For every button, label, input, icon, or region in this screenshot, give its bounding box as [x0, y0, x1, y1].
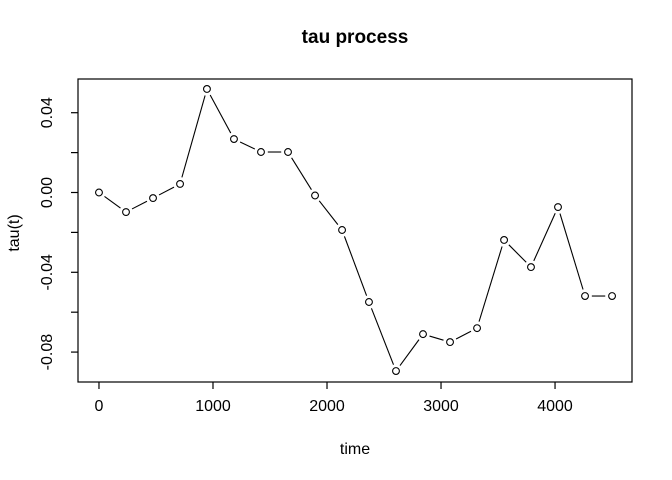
data-point-marker — [203, 85, 211, 93]
series-line-segment — [343, 236, 368, 296]
series-line-segment — [181, 95, 206, 178]
x-axis-tick-label: 3000 — [423, 398, 459, 415]
series-line-segment — [370, 308, 395, 365]
series-line-segment — [318, 200, 339, 225]
y-axis-tick-label: -0.08 — [39, 334, 56, 371]
series-line-segment — [533, 213, 556, 262]
data-point-marker — [581, 292, 589, 300]
x-axis-label: time — [339, 441, 371, 458]
y-axis-tick-label: 0.04 — [39, 97, 56, 128]
data-point-marker — [446, 338, 454, 347]
series-line-segment — [104, 196, 121, 209]
data-point-marker — [365, 298, 373, 306]
series-line-segment — [399, 339, 420, 366]
series-line-segment — [209, 94, 232, 134]
data-point-marker — [176, 179, 184, 188]
x-axis-tick-label: 2000 — [309, 398, 345, 415]
data-point-marker — [527, 263, 535, 272]
series-line-segment — [158, 186, 175, 196]
plot-box — [77, 78, 633, 383]
data-point-marker — [554, 203, 562, 212]
data-point-marker — [500, 236, 509, 244]
data-point-marker — [419, 330, 427, 339]
y-axis-tick-label: -0.04 — [39, 254, 56, 291]
data-point-marker — [149, 194, 157, 203]
series-line-segment — [429, 335, 444, 341]
series-line-segment — [131, 200, 148, 210]
data-point-marker — [284, 148, 292, 156]
data-point-marker — [257, 148, 265, 156]
series-line-segment — [455, 330, 472, 340]
data-point-marker — [392, 367, 400, 375]
x-axis-tick-label: 0 — [95, 398, 104, 415]
data-point-marker — [311, 191, 319, 200]
series-line-segment — [478, 246, 503, 322]
chart-title: tau process — [301, 27, 409, 48]
data-point-marker — [122, 208, 130, 216]
x-axis-tick-label: 4000 — [537, 398, 573, 415]
y-axis-tick-label: 0.00 — [39, 177, 56, 208]
series-line-segment — [291, 157, 312, 191]
y-axis-label: tau(t) — [6, 214, 23, 252]
data-point-marker — [338, 226, 347, 234]
data-point-marker — [473, 324, 482, 333]
data-point-marker — [230, 135, 238, 143]
series-line-segment — [559, 213, 584, 290]
series-line-segment — [239, 141, 256, 150]
data-point-marker — [608, 292, 616, 300]
data-point-marker — [95, 188, 103, 197]
series-line-segment — [508, 244, 527, 263]
x-axis-tick-label: 1000 — [195, 398, 231, 415]
